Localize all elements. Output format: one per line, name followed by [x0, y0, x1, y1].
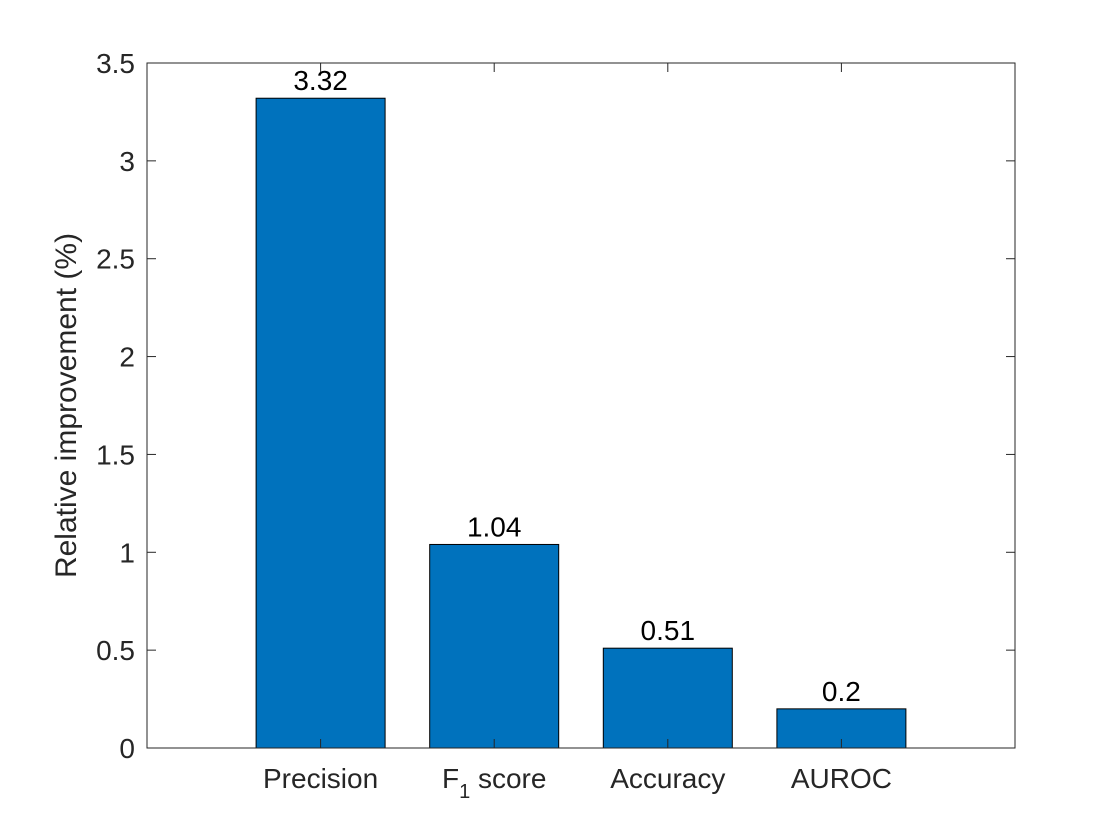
x-tick-label: Precision — [263, 763, 378, 794]
x-tick-label: Accuracy — [610, 763, 725, 794]
bar-value-label: 0.51 — [641, 615, 696, 646]
axes — [146, 62, 1016, 749]
y-tick-label: 3 — [119, 146, 135, 177]
bar-value-label: 0.2 — [822, 676, 861, 707]
y-tick-label: 0.5 — [96, 635, 135, 666]
bar — [602, 647, 733, 749]
y-tick-label: 3.5 — [96, 48, 135, 79]
y-tick-label: 2.5 — [96, 244, 135, 275]
x-tick-label: F1 score — [442, 763, 546, 803]
bar-value-label: 1.04 — [467, 511, 522, 542]
bar — [429, 543, 560, 749]
bar — [255, 97, 386, 749]
y-tick-label: 2 — [119, 342, 135, 373]
plot-box — [146, 62, 1016, 749]
y-tick-labels: 0 0.5 1 1.5 2 2.5 3 3.5 — [96, 48, 135, 764]
y-tick-label: 0 — [119, 733, 135, 764]
y-tick-label: 1 — [119, 537, 135, 568]
bars — [255, 97, 907, 749]
y-axis-label: Relative improvement (%) — [50, 233, 83, 578]
x-tick-labels: Precision F1 score Accuracy AUROC — [263, 763, 892, 803]
x-tick-label: AUROC — [791, 763, 892, 794]
y-tick-label: 1.5 — [96, 439, 135, 470]
